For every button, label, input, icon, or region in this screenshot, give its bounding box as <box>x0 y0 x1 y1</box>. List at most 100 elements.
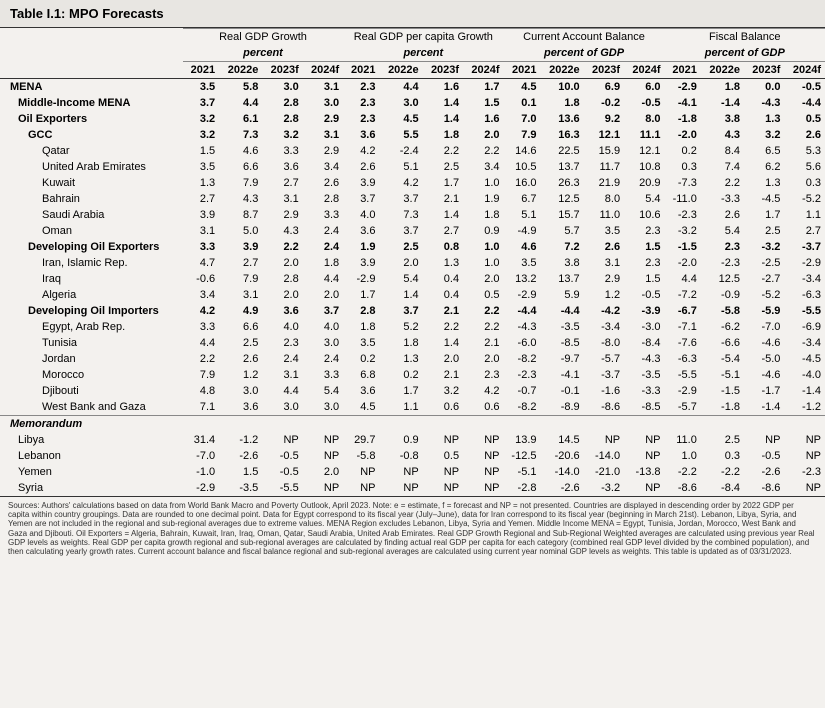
year-col: 2021 <box>183 62 219 79</box>
cell: 2.6 <box>303 175 343 191</box>
forecast-table: Real GDP GrowthReal GDP per capita Growt… <box>0 28 825 496</box>
row-label: Middle-Income MENA <box>0 95 183 111</box>
cell: -5.2 <box>784 191 825 207</box>
cell: 1.4 <box>423 95 463 111</box>
cell: -2.3 <box>701 255 744 271</box>
table-row: MENA3.55.83.03.12.34.41.61.74.510.06.96.… <box>0 79 825 96</box>
cell: 15.7 <box>541 207 584 223</box>
cell: -3.4 <box>784 271 825 287</box>
cell: 3.9 <box>183 207 219 223</box>
cell: -5.5 <box>262 480 302 496</box>
cell: -2.3 <box>504 367 541 383</box>
cell: 2.7 <box>262 175 302 191</box>
cell: 1.0 <box>463 175 503 191</box>
cell: 3.4 <box>303 159 343 175</box>
cell: -0.2 <box>584 95 624 111</box>
row-label: Iran, Islamic Rep. <box>0 255 183 271</box>
cell: -3.7 <box>784 239 825 255</box>
cell: -8.2 <box>504 351 541 367</box>
cell: 4.9 <box>219 303 262 319</box>
cell: 12.5 <box>701 271 744 287</box>
cell: 10.5 <box>504 159 541 175</box>
cell: -0.8 <box>379 448 422 464</box>
table-row: Iraq-0.67.92.84.4-2.95.40.42.013.213.72.… <box>0 271 825 287</box>
cell: 8.0 <box>624 111 664 127</box>
cell: -5.4 <box>701 351 744 367</box>
cell: 3.3 <box>183 319 219 335</box>
cell: -2.7 <box>744 271 784 287</box>
cell: 3.1 <box>584 255 624 271</box>
cell: 2.0 <box>303 464 343 480</box>
group-header: Current Account Balance <box>504 29 665 46</box>
cell: 6.2 <box>744 159 784 175</box>
table-body: MENA3.55.83.03.12.34.41.61.74.510.06.96.… <box>0 79 825 416</box>
table-row: GCC3.27.33.23.13.65.51.82.07.916.312.111… <box>0 127 825 143</box>
year-col: 2021 <box>665 62 701 79</box>
cell: 2.7 <box>423 223 463 239</box>
cell: 3.0 <box>303 399 343 416</box>
cell: -1.4 <box>784 383 825 399</box>
cell: 13.6 <box>541 111 584 127</box>
cell: -4.1 <box>665 95 701 111</box>
cell: 5.0 <box>219 223 262 239</box>
year-header-row: 20212022e2023f2024f20212022e2023f2024f20… <box>0 62 825 79</box>
cell: -8.9 <box>541 399 584 416</box>
cell: 4.2 <box>343 143 379 159</box>
cell: 1.1 <box>784 207 825 223</box>
cell: -2.5 <box>744 255 784 271</box>
table-row: Yemen-1.01.5-0.52.0NPNPNPNP-5.1-14.0-21.… <box>0 464 825 480</box>
cell: 3.6 <box>343 127 379 143</box>
cell: 5.1 <box>504 207 541 223</box>
year-col: 2021 <box>343 62 379 79</box>
cell: -7.0 <box>744 319 784 335</box>
cell: -5.8 <box>701 303 744 319</box>
cell: 0.4 <box>423 287 463 303</box>
cell: 13.7 <box>541 159 584 175</box>
cell: -0.6 <box>183 271 219 287</box>
cell: 8.7 <box>219 207 262 223</box>
cell: 2.8 <box>262 111 302 127</box>
cell: 5.6 <box>784 159 825 175</box>
cell: 3.9 <box>343 255 379 271</box>
cell: 2.5 <box>701 432 744 448</box>
cell: 2.2 <box>701 175 744 191</box>
group-header: Real GDP per capita Growth <box>343 29 503 46</box>
cell: 4.3 <box>701 127 744 143</box>
cell: 3.1 <box>303 127 343 143</box>
cell: 2.0 <box>303 287 343 303</box>
year-col: 2024f <box>784 62 825 79</box>
cell: -8.5 <box>541 335 584 351</box>
cell: -8.2 <box>504 399 541 416</box>
cell: 2.2 <box>463 143 503 159</box>
cell: 0.3 <box>665 159 701 175</box>
cell: -2.6 <box>744 464 784 480</box>
cell: -5.1 <box>701 367 744 383</box>
cell: 4.5 <box>504 79 541 96</box>
cell: 2.6 <box>701 207 744 223</box>
cell: 2.2 <box>262 239 302 255</box>
sub-header: percent of GDP <box>504 45 665 62</box>
cell: -4.0 <box>784 367 825 383</box>
cell: 22.5 <box>541 143 584 159</box>
cell: -0.5 <box>624 287 664 303</box>
cell: 12.5 <box>541 191 584 207</box>
cell: NP <box>423 432 463 448</box>
cell: 16.0 <box>504 175 541 191</box>
cell: 2.3 <box>262 335 302 351</box>
cell: 3.1 <box>262 367 302 383</box>
cell: -5.8 <box>343 448 379 464</box>
cell: 2.3 <box>624 255 664 271</box>
cell: -3.2 <box>584 480 624 496</box>
table-row: United Arab Emirates3.56.63.63.42.65.12.… <box>0 159 825 175</box>
cell: -6.3 <box>784 287 825 303</box>
cell: 3.0 <box>262 399 302 416</box>
cell: 31.4 <box>183 432 219 448</box>
cell: 3.8 <box>701 111 744 127</box>
row-label: Bahrain <box>0 191 183 207</box>
cell: 0.0 <box>744 79 784 96</box>
table-row: Morocco7.91.23.13.36.80.22.12.3-2.3-4.1-… <box>0 367 825 383</box>
cell: -2.9 <box>183 480 219 496</box>
cell: 26.3 <box>541 175 584 191</box>
cell: 2.7 <box>784 223 825 239</box>
cell: -9.7 <box>541 351 584 367</box>
